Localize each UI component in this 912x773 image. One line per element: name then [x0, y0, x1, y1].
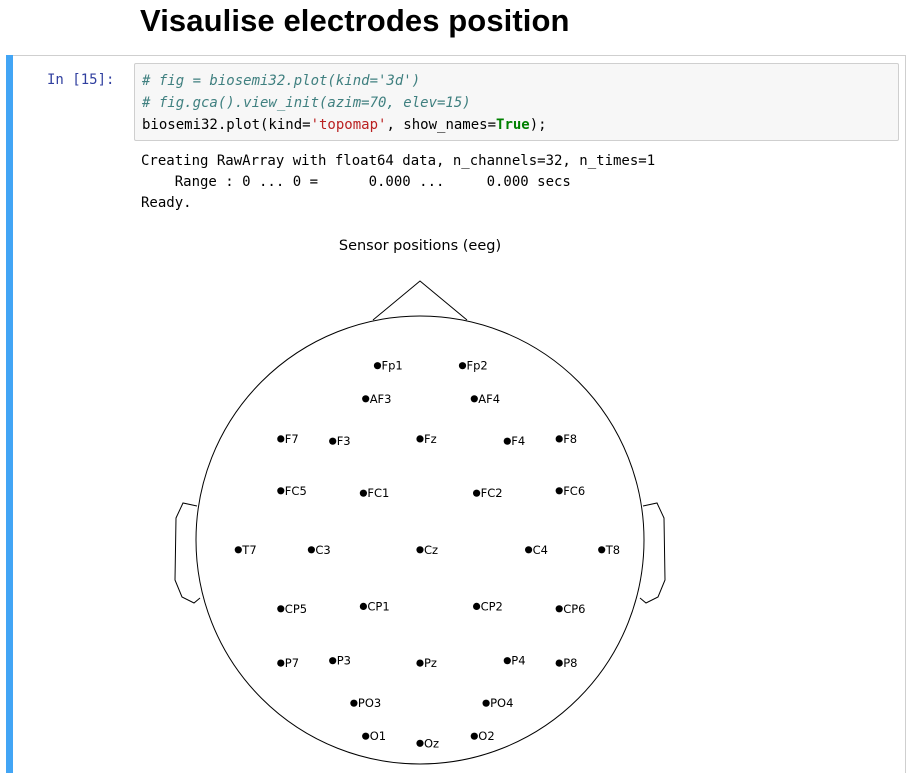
sensor-label-f7: F7 [285, 432, 299, 446]
sensor-label-t8: T8 [605, 543, 620, 557]
sensor-label-fz: Fz [424, 432, 437, 446]
sensor-fz [416, 435, 424, 443]
output-line-1: Creating RawArray with float64 data, n_c… [141, 153, 656, 169]
sensor-label-p3: P3 [337, 654, 351, 668]
sensor-fp2 [458, 362, 467, 370]
sensor-fc6 [555, 487, 563, 495]
sensor-label-fc1: FC1 [367, 486, 389, 500]
sensor-label-cp1: CP1 [367, 599, 389, 613]
head-outline [195, 315, 645, 765]
sensor-f8 [555, 435, 563, 443]
sensor-cp2 [473, 602, 481, 611]
sensor-label-o1: O1 [370, 729, 386, 743]
sensor-label-p4: P4 [511, 654, 525, 668]
sensor-label-fc6: FC6 [563, 484, 585, 498]
sensor-label-fc5: FC5 [285, 484, 307, 498]
sensor-af3 [362, 395, 370, 403]
sensor-cp6 [555, 605, 563, 613]
sensor-label-po3: PO3 [358, 696, 381, 710]
sensor-p4 [503, 657, 511, 665]
sensor-c4 [525, 546, 533, 554]
plot-title: Sensor positions (eeg) [339, 238, 501, 254]
sensor-f7 [277, 435, 285, 443]
output-line-3: Ready. [141, 195, 192, 211]
sensor-fc2 [473, 489, 481, 497]
sensor-label-fc2: FC2 [481, 486, 503, 500]
sensor-oz [416, 739, 424, 747]
sensor-fc5 [277, 487, 285, 495]
sensor-p7 [277, 659, 285, 667]
sensor-label-af4: AF4 [478, 392, 500, 406]
sensor-label-cp2: CP2 [481, 599, 503, 613]
head-left-ear [174, 502, 201, 604]
code-line-2[interactable]: # fig.gca().view_init(azim=70, elev=15) [142, 95, 471, 111]
input-prompt: In [15]: [47, 72, 115, 88]
sensor-label-t7: T7 [241, 543, 256, 557]
code-keyword: True [496, 117, 530, 133]
sensor-label-fp1: Fp1 [382, 359, 403, 373]
sensor-cz [416, 546, 424, 554]
output-line-2: Range : 0 ... 0 = 0.000 ... 0.000 secs [141, 174, 571, 190]
sensor-label-cz: Cz [424, 543, 438, 557]
sensor-po3 [350, 699, 358, 707]
sensor-label-f3: F3 [337, 434, 351, 448]
sensor-o2 [470, 732, 478, 740]
head-nose [372, 280, 468, 321]
sensor-pz [416, 659, 424, 667]
head-right-ear [639, 502, 666, 604]
sensor-label-o2: O2 [478, 729, 494, 743]
code-line-3[interactable]: biosemi32.plot(kind='topomap', show_name… [142, 115, 547, 135]
sensor-group: Fp1 Fp2 AF3 AF4 F7 F3 Fz F4 F8 FC5 FC1 FC2 FC6 T7 C3 Cz… [234, 359, 620, 750]
sensor-label-pz: Pz [424, 656, 437, 670]
sensor-p3 [329, 657, 337, 665]
sensor-fc1 [359, 489, 367, 497]
sensor-label-fp2: Fp2 [467, 359, 488, 373]
sensor-f4 [503, 437, 511, 445]
sensor-label-c3: C3 [315, 543, 330, 557]
code-args: , show_names= [386, 117, 497, 133]
sensor-label-p7: P7 [285, 656, 299, 670]
sensor-p8 [555, 659, 563, 667]
sensor-label-cp5: CP5 [285, 602, 307, 616]
sensor-label-af3: AF3 [370, 392, 392, 406]
sensor-label-cp6: CP6 [563, 602, 585, 616]
sensor-f3 [329, 437, 337, 445]
sensor-label-po4: PO4 [490, 696, 513, 710]
sensor-o1 [362, 732, 370, 740]
sensor-fp1 [373, 362, 382, 370]
section-heading: Visaulise electrodes position [140, 3, 570, 38]
sensor-label-oz: Oz [424, 736, 439, 750]
sensor-t7 [234, 546, 242, 554]
code-editor[interactable]: # fig = biosemi32.plot(kind='3d') # fig.… [134, 63, 899, 141]
sensor-label-c4: C4 [533, 543, 548, 557]
code-line-1[interactable]: # fig = biosemi32.plot(kind='3d') [142, 73, 421, 89]
sensor-t8 [598, 546, 606, 554]
sensor-label-p8: P8 [563, 656, 577, 670]
sensor-c3 [307, 546, 315, 554]
sensor-label-f4: F4 [511, 434, 525, 448]
cell-selection-bar [6, 55, 13, 773]
sensor-label-f8: F8 [563, 432, 577, 446]
sensor-af4 [470, 395, 478, 403]
code-string: 'topomap' [310, 117, 387, 133]
sensor-po4 [482, 699, 490, 707]
sensor-cp5 [277, 605, 285, 613]
code-end: ); [529, 117, 547, 133]
sensor-cp1 [359, 602, 367, 611]
code-call: biosemi32.plot(kind= [142, 117, 311, 133]
